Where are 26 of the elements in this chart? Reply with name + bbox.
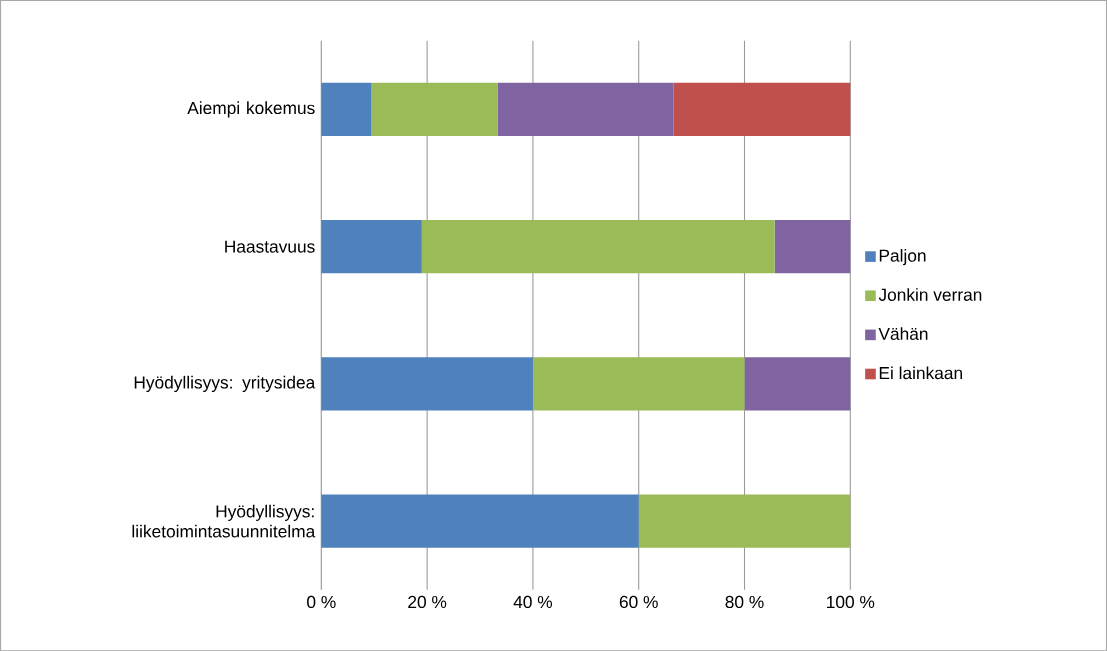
- bar: [321, 494, 639, 548]
- y-tick-label: Aiempi kokemus: [187, 101, 315, 118]
- x-tick-label: 40 %: [513, 595, 553, 608]
- x-tick-label: 100 %: [827, 595, 875, 608]
- legend-label: Paljon: [879, 248, 926, 266]
- x-tick-label: 60 %: [619, 595, 658, 608]
- bar: [638, 494, 851, 548]
- bar: [497, 82, 674, 136]
- legend-label: Jonkin verran: [878, 288, 982, 301]
- y-tick-label: Hyödyllisyys: liiketoimintasuunnitelma: [132, 504, 316, 538]
- bar: [774, 219, 851, 274]
- bar: [321, 82, 372, 136]
- bar: [673, 82, 851, 136]
- legend-label: Vähän: [878, 327, 928, 340]
- bar: [321, 357, 533, 411]
- bar: [371, 82, 498, 136]
- y-tick-label: Haastavuus: [225, 240, 315, 253]
- y-tick-label: Hyödyllisyys: yritysidea: [134, 375, 316, 392]
- bar: [744, 357, 851, 411]
- x-tick-label: 80 %: [725, 595, 764, 608]
- bar: [532, 357, 745, 411]
- x-tick-label: 20 %: [408, 595, 447, 608]
- bar: [321, 219, 422, 274]
- x-tick-label: 0 %: [307, 595, 336, 608]
- bar: [421, 219, 775, 274]
- legend-label: Ei lainkaan: [879, 366, 962, 380]
